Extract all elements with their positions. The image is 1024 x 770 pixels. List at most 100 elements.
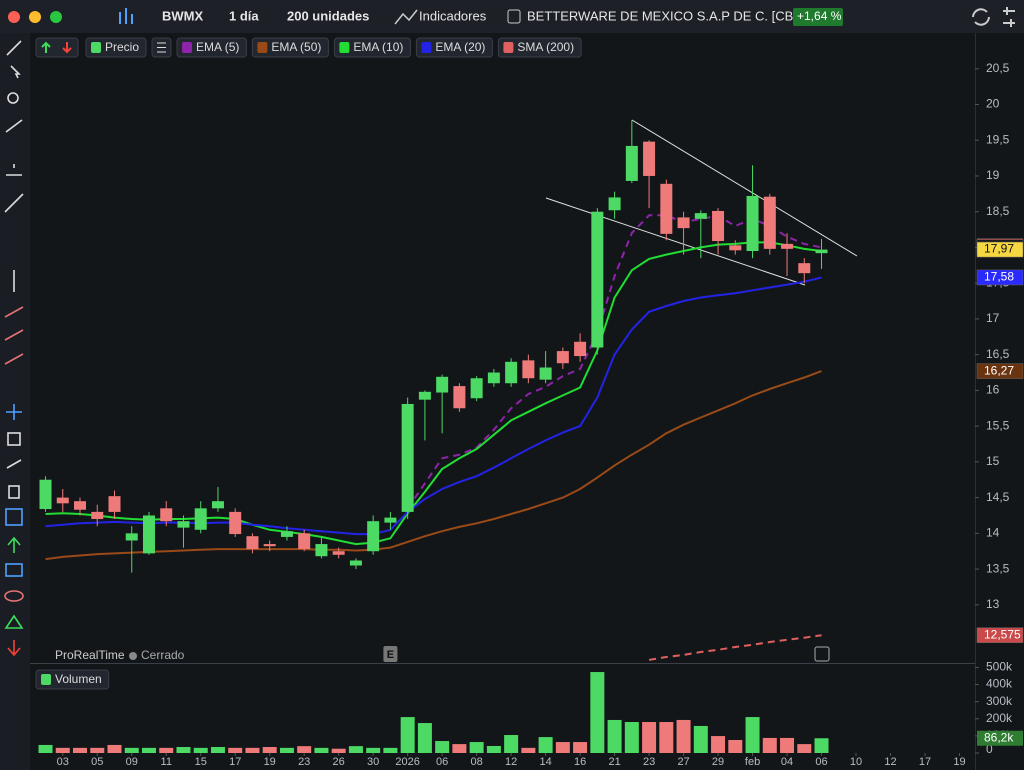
price-tag-label: 12,575 (984, 627, 1021, 641)
y-tick-label: 18,5 (986, 204, 1010, 218)
legend-item[interactable]: EMA (50) (251, 37, 329, 58)
candle-body (298, 533, 311, 550)
volume-bar (38, 744, 53, 753)
settings-icon[interactable] (1003, 7, 1015, 27)
candle-body (142, 515, 155, 554)
x-tick-label: 29 (712, 756, 724, 768)
volume-bar (728, 739, 743, 753)
alert-tool[interactable] (6, 164, 22, 176)
candle-body (453, 386, 466, 409)
volume-bar (262, 747, 277, 753)
x-tick-label: 12 (505, 756, 517, 768)
symbol[interactable]: BWMX (162, 8, 203, 23)
ellipse-tool[interactable] (4, 590, 24, 602)
chart-type-icon[interactable] (119, 8, 133, 24)
candle-body (487, 372, 500, 384)
legend-item[interactable]: EMA (5) (176, 37, 247, 58)
up-arrow (41, 41, 51, 53)
volume-bar (555, 742, 570, 753)
triangle-tool[interactable] (4, 614, 24, 629)
price-tag-label: 17,97 (984, 242, 1014, 256)
volume-bar (193, 747, 208, 753)
close-button[interactable] (8, 11, 20, 23)
volume-tag-label: 86,2k (984, 730, 1014, 744)
trash-tool[interactable] (8, 485, 20, 499)
refresh-icon[interactable] (972, 8, 990, 26)
top-toolbar (0, 0, 1024, 33)
pencil-tool[interactable] (6, 40, 22, 56)
volume-bar (55, 747, 70, 753)
legend-pill (415, 37, 493, 58)
volume-bar (693, 725, 708, 753)
y-tick-label: 20,5 (986, 61, 1010, 75)
down-arrow (62, 42, 72, 54)
info-icon[interactable] (507, 9, 521, 24)
zoom-tool[interactable] (7, 92, 19, 104)
legend-item[interactable]: EMA (10) (333, 37, 411, 58)
volume-bar (676, 719, 691, 753)
tools-icon[interactable] (6, 459, 22, 469)
legend-swatch (182, 42, 193, 53)
candle-body (746, 195, 759, 252)
x-tick-label: 30 (367, 756, 379, 768)
volume-legend[interactable]: Volumen (35, 669, 110, 690)
volume-bar (780, 737, 795, 753)
x-tick-label: 23 (298, 756, 310, 768)
candle-body (591, 211, 604, 348)
rect-tool[interactable] (5, 563, 23, 577)
volume-bar (642, 722, 657, 753)
x-tick-label: 21 (608, 756, 620, 768)
legend-pill (176, 37, 247, 58)
text-tool[interactable] (5, 508, 23, 526)
volume-bar (573, 742, 588, 753)
volume-y-tick-label: 300k (986, 694, 1013, 708)
candle-body (574, 341, 587, 357)
legend-swatch (503, 42, 514, 53)
candle-body (280, 531, 293, 537)
cursor-tool[interactable] (10, 65, 21, 79)
move-tool[interactable] (6, 404, 22, 420)
trend-line-upper[interactable] (631, 119, 858, 257)
volume-bar (814, 738, 829, 753)
trend-line-lower[interactable] (545, 197, 806, 286)
price-tag-label: 17,58 (984, 270, 1014, 284)
info-button[interactable] (814, 646, 830, 662)
interval[interactable]: 1 día (229, 8, 259, 23)
candle-body (229, 511, 242, 535)
copy-tool[interactable] (7, 432, 21, 446)
channel-tools[interactable] (4, 306, 24, 365)
candle-body (660, 183, 673, 234)
event-marker (383, 646, 398, 662)
candle-body (418, 391, 431, 400)
indicator-line (45, 241, 822, 546)
volume-bar (90, 747, 105, 753)
x-tick-label: 23 (643, 756, 655, 768)
candle-body (781, 243, 794, 249)
indicators-icon[interactable] (394, 9, 418, 25)
volume-bar (107, 744, 122, 753)
legend-label: EMA (5) (196, 40, 239, 54)
sell-arrow-tool[interactable] (7, 640, 21, 657)
zoom-button[interactable] (50, 11, 62, 23)
legend-price[interactable]: Precio (85, 37, 147, 58)
candle-body (729, 245, 742, 251)
ruler-tool[interactable] (5, 119, 23, 133)
list-icon (157, 42, 167, 53)
buy-arrow-tool[interactable] (7, 536, 21, 553)
tool-icons (4, 40, 24, 657)
candle-body (763, 196, 776, 249)
legend-item[interactable]: SMA (200) (497, 37, 582, 58)
indicators[interactable]: Indicadores (419, 8, 487, 23)
candle-body (74, 501, 87, 510)
units[interactable]: 200 unidades (287, 8, 369, 23)
candle-body (367, 521, 380, 552)
x-tick-label: 04 (781, 756, 793, 768)
legend-item[interactable]: EMA (20) (415, 37, 493, 58)
y-tick-label: 15,5 (986, 418, 1010, 432)
y-tick-label: 17 (986, 311, 1000, 325)
y-tick-label: 14,5 (986, 490, 1010, 504)
x-tick-label: 16 (574, 756, 586, 768)
candle-body (91, 511, 104, 520)
minimize-button[interactable] (29, 11, 41, 23)
line-tool[interactable] (4, 193, 24, 213)
